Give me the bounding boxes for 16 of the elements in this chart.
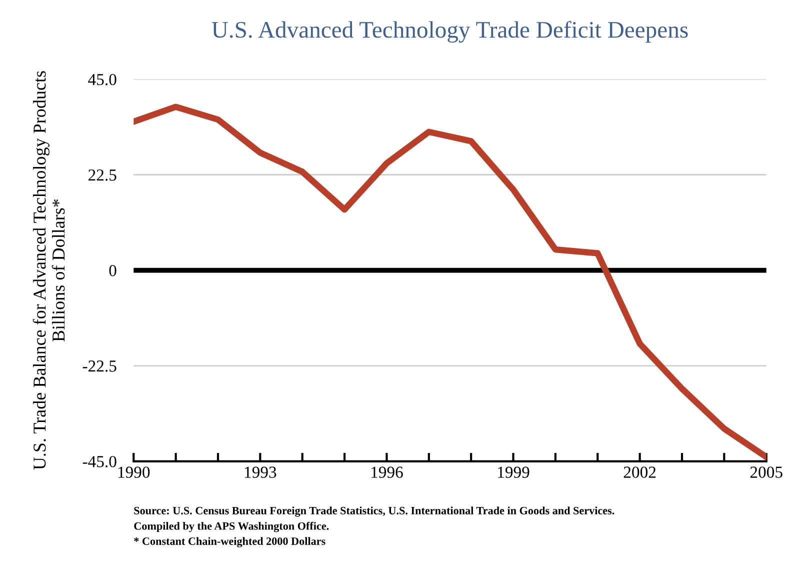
y-tick-label: -22.5 [82,360,116,372]
source-note: Source: U.S. Census Bureau Foreign Trade Statistics, U.S. International Trade in Goods and Services. [134,506,614,517]
y-tick-label: 0 [109,264,116,276]
text: Compiled by the APS Washington Office. [134,522,329,532]
text: * Constant Chain-weighted 2000 Dollars [134,537,326,548]
y-axis-title: U.S. Trade Balance for Advanced Technology Products Billions of Dollars* [32,71,65,470]
x-tick-label: 2002 [624,466,656,478]
y-tick-label: -45.0 [82,456,116,468]
y-tick-label: 45.0 [88,74,116,86]
x-tick-label: 2005 [750,466,782,478]
x-tick-label: 1999 [498,466,530,478]
y-tick-label: 22.5 [88,170,116,181]
chart-title: U.S. Advanced Technology Trade Deficit Deepens [212,20,688,43]
x-tick-label: 1990 [118,466,150,478]
x-tick-label: 1996 [372,466,403,478]
x-tick-label: 1993 [244,466,276,478]
